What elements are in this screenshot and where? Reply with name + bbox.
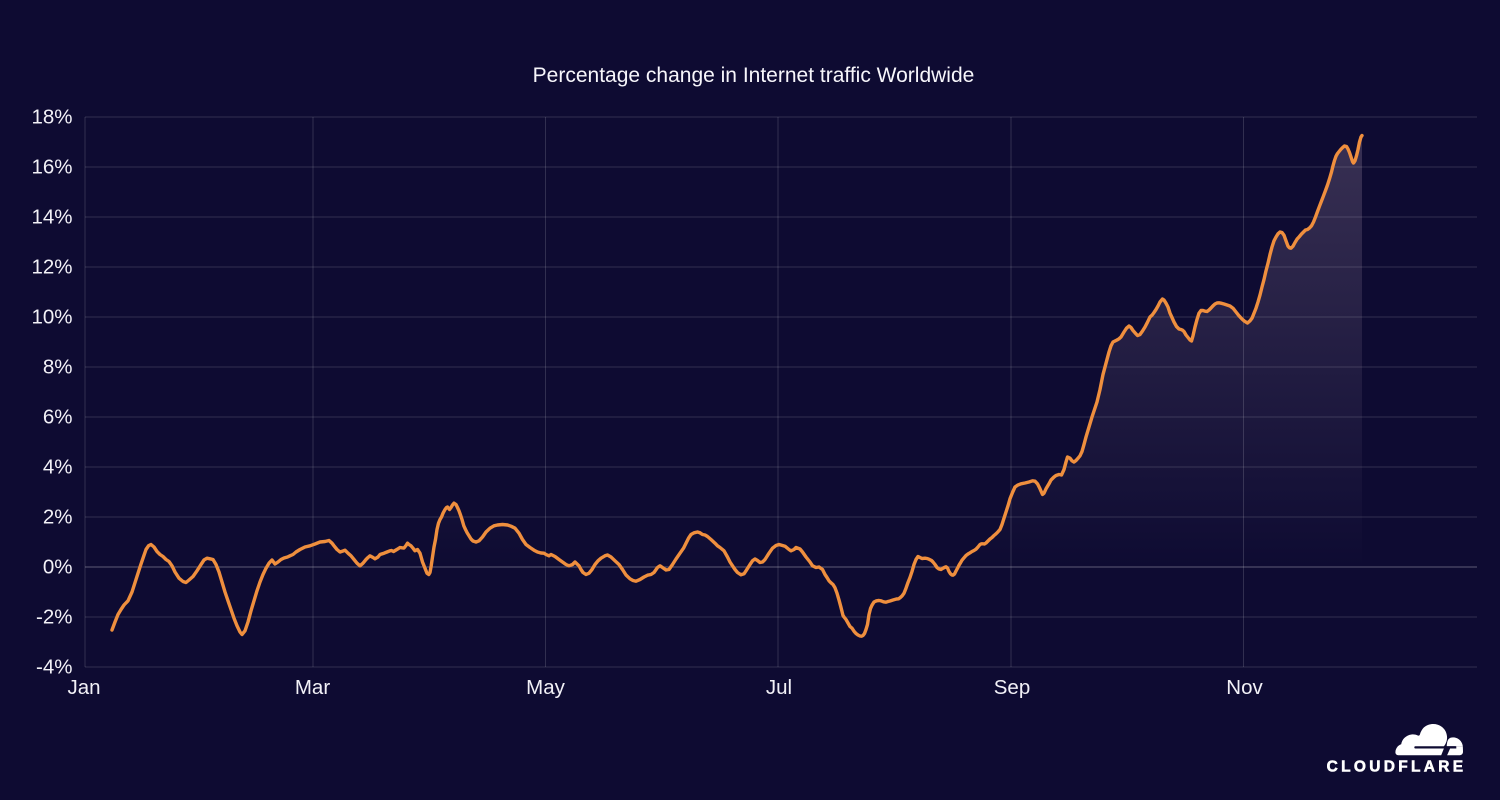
svg-text:Nov: Nov xyxy=(1226,676,1263,699)
svg-text:16%: 16% xyxy=(31,156,72,179)
svg-text:2%: 2% xyxy=(43,506,73,529)
svg-text:10%: 10% xyxy=(31,306,72,329)
svg-text:-4%: -4% xyxy=(36,656,72,679)
svg-text:0%: 0% xyxy=(43,556,73,579)
svg-text:May: May xyxy=(526,676,565,699)
svg-text:14%: 14% xyxy=(31,206,72,229)
svg-text:Sep: Sep xyxy=(994,676,1030,699)
svg-text:Jul: Jul xyxy=(766,676,792,699)
svg-text:Jan: Jan xyxy=(67,676,100,699)
svg-text:Mar: Mar xyxy=(295,676,330,699)
svg-text:8%: 8% xyxy=(43,356,73,379)
svg-text:4%: 4% xyxy=(43,456,73,479)
svg-text:18%: 18% xyxy=(31,106,72,129)
svg-text:-2%: -2% xyxy=(36,606,72,629)
svg-text:CLOUDFLARE: CLOUDFLARE xyxy=(1327,759,1467,776)
svg-text:6%: 6% xyxy=(43,406,73,429)
svg-text:12%: 12% xyxy=(31,256,72,279)
svg-text:Percentage change in Internet: Percentage change in Internet traffic Wo… xyxy=(533,64,975,87)
